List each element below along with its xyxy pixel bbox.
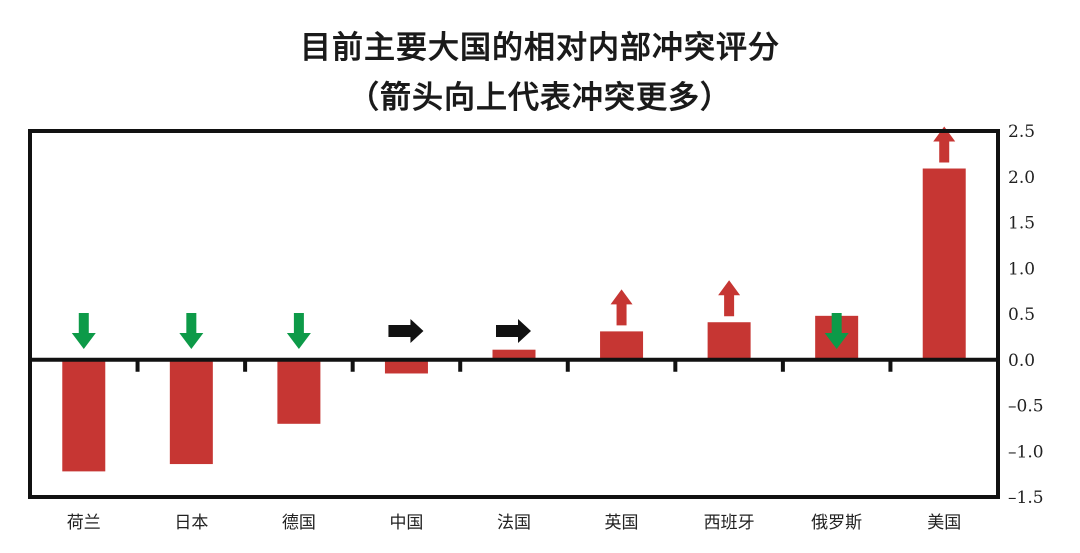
bar-0 <box>62 359 106 472</box>
x-label: 法国 <box>497 513 531 533</box>
x-label: 荷兰 <box>67 513 101 533</box>
chart-title: 目前主要大国的相对内部冲突评分 <box>300 30 780 66</box>
x-label: 美国 <box>927 513 961 533</box>
bar-5 <box>600 331 644 360</box>
arrow-down-icon <box>71 313 96 349</box>
y-tick-label: –1.5 <box>1008 488 1044 508</box>
bar-6 <box>707 322 751 360</box>
trend-arrows-layer <box>71 126 956 349</box>
arrow-down-icon <box>179 313 204 349</box>
y-tick-label: 1.0 <box>1008 259 1035 279</box>
arrow-down-icon <box>286 313 311 349</box>
chart-subtitle: （箭头向上代表冲突更多） <box>348 80 732 116</box>
bars-layer <box>62 168 966 472</box>
x-label: 英国 <box>605 513 639 533</box>
x-label: 日本 <box>174 513 208 533</box>
bar-2 <box>277 359 321 424</box>
arrow-up-icon <box>610 289 633 326</box>
x-label: 德国 <box>282 513 316 533</box>
x-label: 中国 <box>389 513 423 533</box>
y-tick-label: –0.5 <box>1008 397 1044 417</box>
x-label: 俄罗斯 <box>811 513 862 533</box>
y-tick-label: 1.5 <box>1008 214 1035 234</box>
y-tick-label: 0.0 <box>1008 351 1035 371</box>
bar-1 <box>169 359 213 465</box>
x-label: 西班牙 <box>704 513 755 533</box>
y-tick-label: –1.0 <box>1008 442 1044 462</box>
bar-4 <box>492 349 536 360</box>
y-tick-label: 2.5 <box>1008 122 1035 142</box>
plot-frame <box>28 129 1000 499</box>
bar-8 <box>922 168 966 360</box>
x-axis-labels: 荷兰 日本 德国 中国 法国 英国 西班牙 俄罗斯 美国 <box>67 513 961 533</box>
arrow-right-icon <box>496 319 531 343</box>
arrow-up-icon <box>718 280 741 317</box>
arrow-down-icon <box>824 313 849 349</box>
arrow-up-icon <box>933 126 956 163</box>
y-axis-ticks: 2.5 2.0 1.5 1.0 0.5 0.0 –0.5 –1.0 –1.5 <box>1008 122 1044 508</box>
bar-3 <box>384 359 428 374</box>
axes-layer <box>28 129 1000 499</box>
y-tick-label: 2.0 <box>1008 168 1035 188</box>
y-tick-label: 0.5 <box>1008 305 1035 325</box>
arrow-right-icon <box>388 319 424 343</box>
